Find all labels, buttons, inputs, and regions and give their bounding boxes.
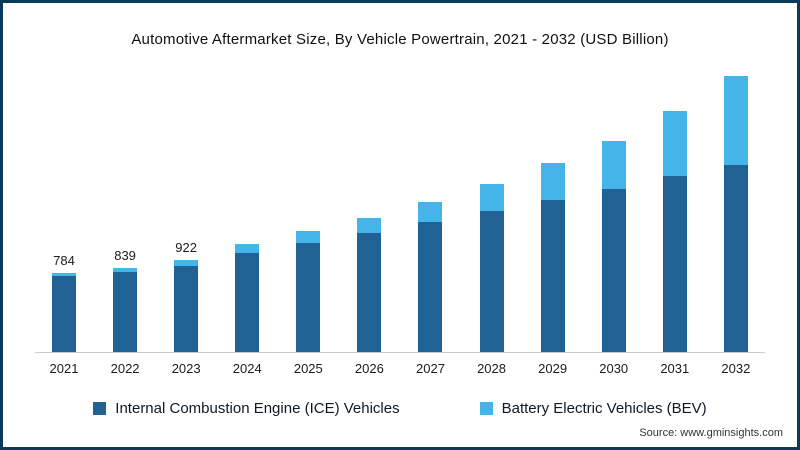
x-axis-tick-label: 2028 [477, 361, 506, 376]
bev-legend-label: Battery Electric Vehicles (BEV) [501, 400, 707, 417]
stacked-bar [723, 76, 748, 352]
ice-legend-label: Internal Combustion Engine (ICE) Vehicle… [115, 400, 400, 417]
ice-segment [479, 211, 504, 352]
x-axis-tick-label: 2023 [171, 361, 201, 376]
ice-segment [601, 189, 626, 352]
bev-segment [174, 259, 199, 266]
x-axis-tick-label: 2032 [721, 361, 751, 376]
chart-title: Automotive Aftermarket Size, By Vehicle … [131, 31, 669, 48]
x-axis-tick-label: 2027 [416, 361, 445, 376]
x-axis-tick-label: 2026 [354, 361, 384, 376]
stacked-bar [357, 217, 382, 352]
ice-segment [540, 200, 565, 352]
stacked-bar [662, 110, 687, 352]
x-axis-tick-label: 2021 [49, 361, 79, 376]
ice-segment [174, 265, 199, 352]
bar-group-2031 [648, 110, 702, 352]
bev-segment [296, 231, 321, 243]
bev-segment [52, 273, 76, 276]
ice-segment [235, 252, 260, 352]
ice-segment [52, 275, 76, 352]
bar-group-2023: 922 [159, 240, 213, 352]
ice-segment [296, 242, 321, 352]
bev-segment [479, 184, 504, 212]
bev-segment [357, 217, 382, 233]
x-axis-tick-label: 2031 [660, 361, 690, 376]
ice-legend-swatch [93, 402, 107, 415]
bar-value-label: 784 [53, 253, 75, 269]
bev-legend-swatch [479, 402, 493, 415]
stacked-bar [479, 184, 504, 352]
bar-group-2029 [526, 162, 580, 352]
legend: Internal Combustion Engine (ICE) Vehicle… [3, 400, 797, 417]
bev-segment [235, 243, 260, 253]
ice-segment [113, 271, 138, 352]
bar-group-2026 [342, 217, 396, 352]
bar-group-2028 [465, 184, 519, 352]
x-axis-tick-label: 2029 [538, 361, 568, 376]
legend-item-bev: Battery Electric Vehicles (BEV) [479, 400, 707, 417]
ice-segment [662, 176, 687, 352]
bev-segment [113, 267, 138, 272]
ice-segment [418, 221, 443, 352]
bar-group-2024 [220, 243, 274, 352]
bar-group-2021: 784 [37, 253, 91, 352]
stacked-bar [601, 140, 626, 352]
bar-value-label: 839 [114, 247, 136, 263]
legend-item-ice: Internal Combustion Engine (ICE) Vehicle… [93, 400, 400, 417]
stacked-bar [540, 162, 565, 352]
bar-group-2030 [587, 140, 641, 352]
x-axis-tick-label: 2030 [599, 361, 629, 376]
ice-segment [357, 232, 382, 352]
stacked-bar [296, 231, 321, 352]
ice-segment [723, 165, 748, 352]
stacked-bar [235, 243, 260, 352]
bar-group-2027 [403, 201, 457, 352]
stacked-bar [418, 201, 443, 352]
bar-value-label: 922 [175, 239, 197, 255]
bar-group-2032 [709, 76, 763, 352]
bev-segment [662, 110, 687, 177]
stacked-bar [52, 273, 76, 352]
bev-segment [601, 140, 626, 190]
bev-segment [540, 162, 565, 201]
x-axis-labels: 2021 2022 2023 2024 2025 2026 2027 2028 2029 2030… [35, 361, 765, 376]
bev-segment [723, 76, 748, 166]
x-axis-tick-label: 2025 [293, 361, 323, 376]
x-axis-tick-label: 2024 [232, 361, 262, 376]
x-axis-tick-label: 2022 [110, 361, 140, 376]
source-attribution: Source: www.gminsights.com [639, 427, 783, 439]
stacked-bar [174, 259, 199, 352]
stacked-bar-chart: 784 839 922 2021 2022 2023 2024 2025 2026 2027 20… [35, 62, 765, 376]
stacked-bar [113, 267, 138, 352]
bars-row: 784 839 922 [35, 62, 765, 353]
bar-group-2025 [281, 231, 335, 352]
bev-segment [418, 201, 443, 222]
bar-group-2022: 839 [98, 248, 152, 352]
